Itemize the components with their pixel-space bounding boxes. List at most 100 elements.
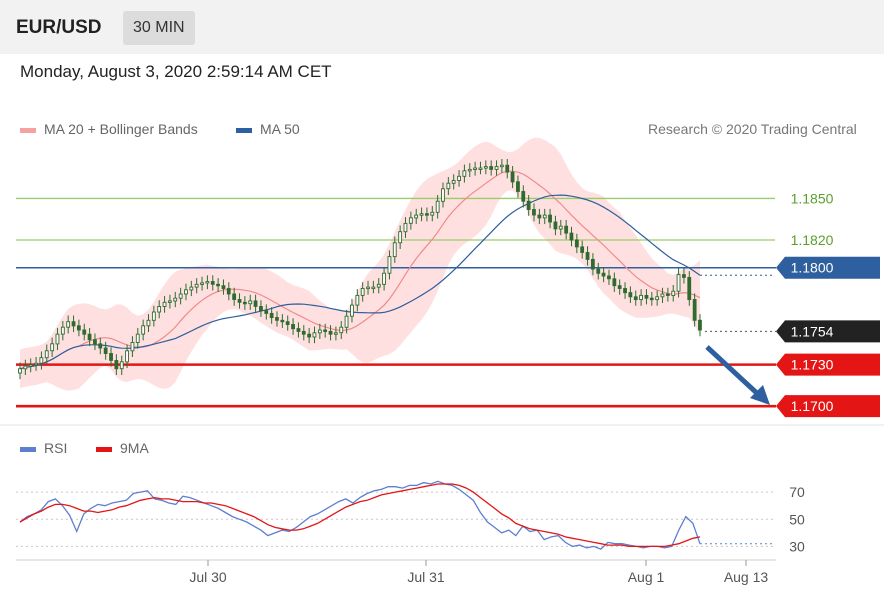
candle-body	[408, 217, 413, 224]
x-tick-label: Jul 30	[189, 569, 227, 585]
candle-body	[441, 188, 445, 202]
candle-body	[253, 300, 258, 307]
candle-body	[173, 297, 178, 302]
candle-body	[285, 321, 290, 325]
legend-9ma[interactable]: 9MA	[96, 440, 149, 456]
current-price-tag	[776, 320, 880, 343]
candle-body	[151, 311, 156, 321]
candle-body	[639, 294, 643, 301]
price-tag-label: 1.1800	[791, 260, 834, 276]
candle-body	[489, 166, 494, 170]
candle-body	[323, 329, 328, 332]
candle-body	[590, 258, 595, 270]
legend-ma20[interactable]: MA 20 + Bollinger Bands	[20, 121, 198, 137]
candle-body	[623, 288, 627, 294]
candle-body	[259, 306, 263, 312]
candle-body	[585, 252, 590, 260]
candle-body	[350, 304, 354, 317]
candle-body	[312, 332, 317, 338]
candle-body	[50, 343, 55, 352]
candle-body	[665, 293, 670, 296]
candle-body	[366, 286, 370, 290]
candle-body	[505, 164, 510, 173]
research-credit: Research © 2020 Trading Central	[648, 121, 857, 137]
candle-body	[167, 300, 172, 303]
candle-body	[569, 232, 574, 241]
candle-body	[114, 360, 119, 370]
candle-body	[109, 353, 113, 361]
candle-body	[537, 214, 542, 219]
candle-body	[682, 274, 686, 278]
ma9-swatch-icon	[96, 446, 112, 452]
candle-body	[66, 321, 71, 328]
symbol-title: EUR/USD	[16, 17, 102, 38]
candle-body	[344, 315, 349, 328]
candle-body	[339, 326, 344, 334]
candle-body	[275, 317, 279, 321]
candle-body	[76, 325, 81, 331]
price-tag-label: 1.1700	[791, 398, 834, 414]
legend-rsi-label: RSI	[44, 440, 68, 456]
price-tag	[776, 256, 880, 279]
candle-body	[692, 299, 697, 321]
candle-body	[403, 222, 408, 233]
header-bar: EUR/USD 30 MIN	[0, 0, 884, 54]
candle-body	[601, 272, 606, 277]
candle-body	[269, 312, 274, 319]
resistance-label: 1.1820	[791, 232, 834, 248]
candle-body	[564, 225, 569, 234]
candle-body	[248, 300, 253, 305]
candle-body	[301, 330, 306, 335]
candle-body	[93, 339, 97, 345]
candle-body	[376, 283, 381, 288]
candle-body	[628, 292, 633, 298]
candle-body	[580, 246, 585, 253]
candle-body	[317, 329, 322, 334]
interval-button[interactable]: 30 MIN	[123, 11, 195, 45]
ma50-swatch-icon	[236, 127, 252, 133]
candle-body	[141, 325, 146, 335]
candle-body	[532, 209, 536, 216]
candle-body	[499, 164, 504, 168]
candle-body	[467, 168, 472, 172]
x-tick-label: Aug 13	[724, 569, 769, 585]
candle-body	[135, 333, 140, 343]
candle-body	[649, 297, 654, 301]
legend-ma50[interactable]: MA 50	[236, 121, 300, 137]
candle-body	[232, 293, 237, 300]
candle-body	[655, 296, 660, 301]
candle-body	[392, 242, 397, 258]
candle-body	[307, 333, 312, 338]
candle-body	[60, 326, 65, 335]
candle-body	[125, 350, 129, 363]
candle-body	[216, 283, 220, 287]
candle-body	[44, 350, 49, 359]
candle-body	[633, 296, 638, 301]
candle-body	[355, 294, 360, 306]
legend-ma20-label: MA 20 + Bollinger Bands	[44, 121, 198, 137]
price-tag-label: 1.1730	[791, 357, 834, 373]
rsi-ma-line	[19, 483, 701, 548]
candle-body	[462, 170, 467, 177]
forecast-arrow	[705, 345, 762, 398]
x-tick-label: Jul 31	[407, 569, 445, 585]
candle-body	[82, 329, 87, 335]
rsi-tick-label: 50	[789, 511, 805, 527]
candle-body	[146, 319, 151, 327]
candle-body	[226, 288, 231, 295]
legend-ma50-label: MA 50	[260, 121, 300, 137]
legend-rsi[interactable]: RSI	[20, 440, 67, 456]
rsi-tick-label: 30	[789, 538, 805, 554]
candle-body	[553, 221, 558, 230]
candle-body	[205, 281, 210, 284]
candle-body	[483, 166, 488, 169]
candle-body	[414, 214, 419, 219]
candle-body	[398, 231, 403, 244]
candle-body	[435, 200, 440, 213]
candle-body	[542, 214, 547, 219]
candle-body	[39, 357, 44, 364]
candle-body	[34, 362, 38, 366]
candle-body	[296, 328, 301, 332]
candle-body	[446, 182, 451, 190]
